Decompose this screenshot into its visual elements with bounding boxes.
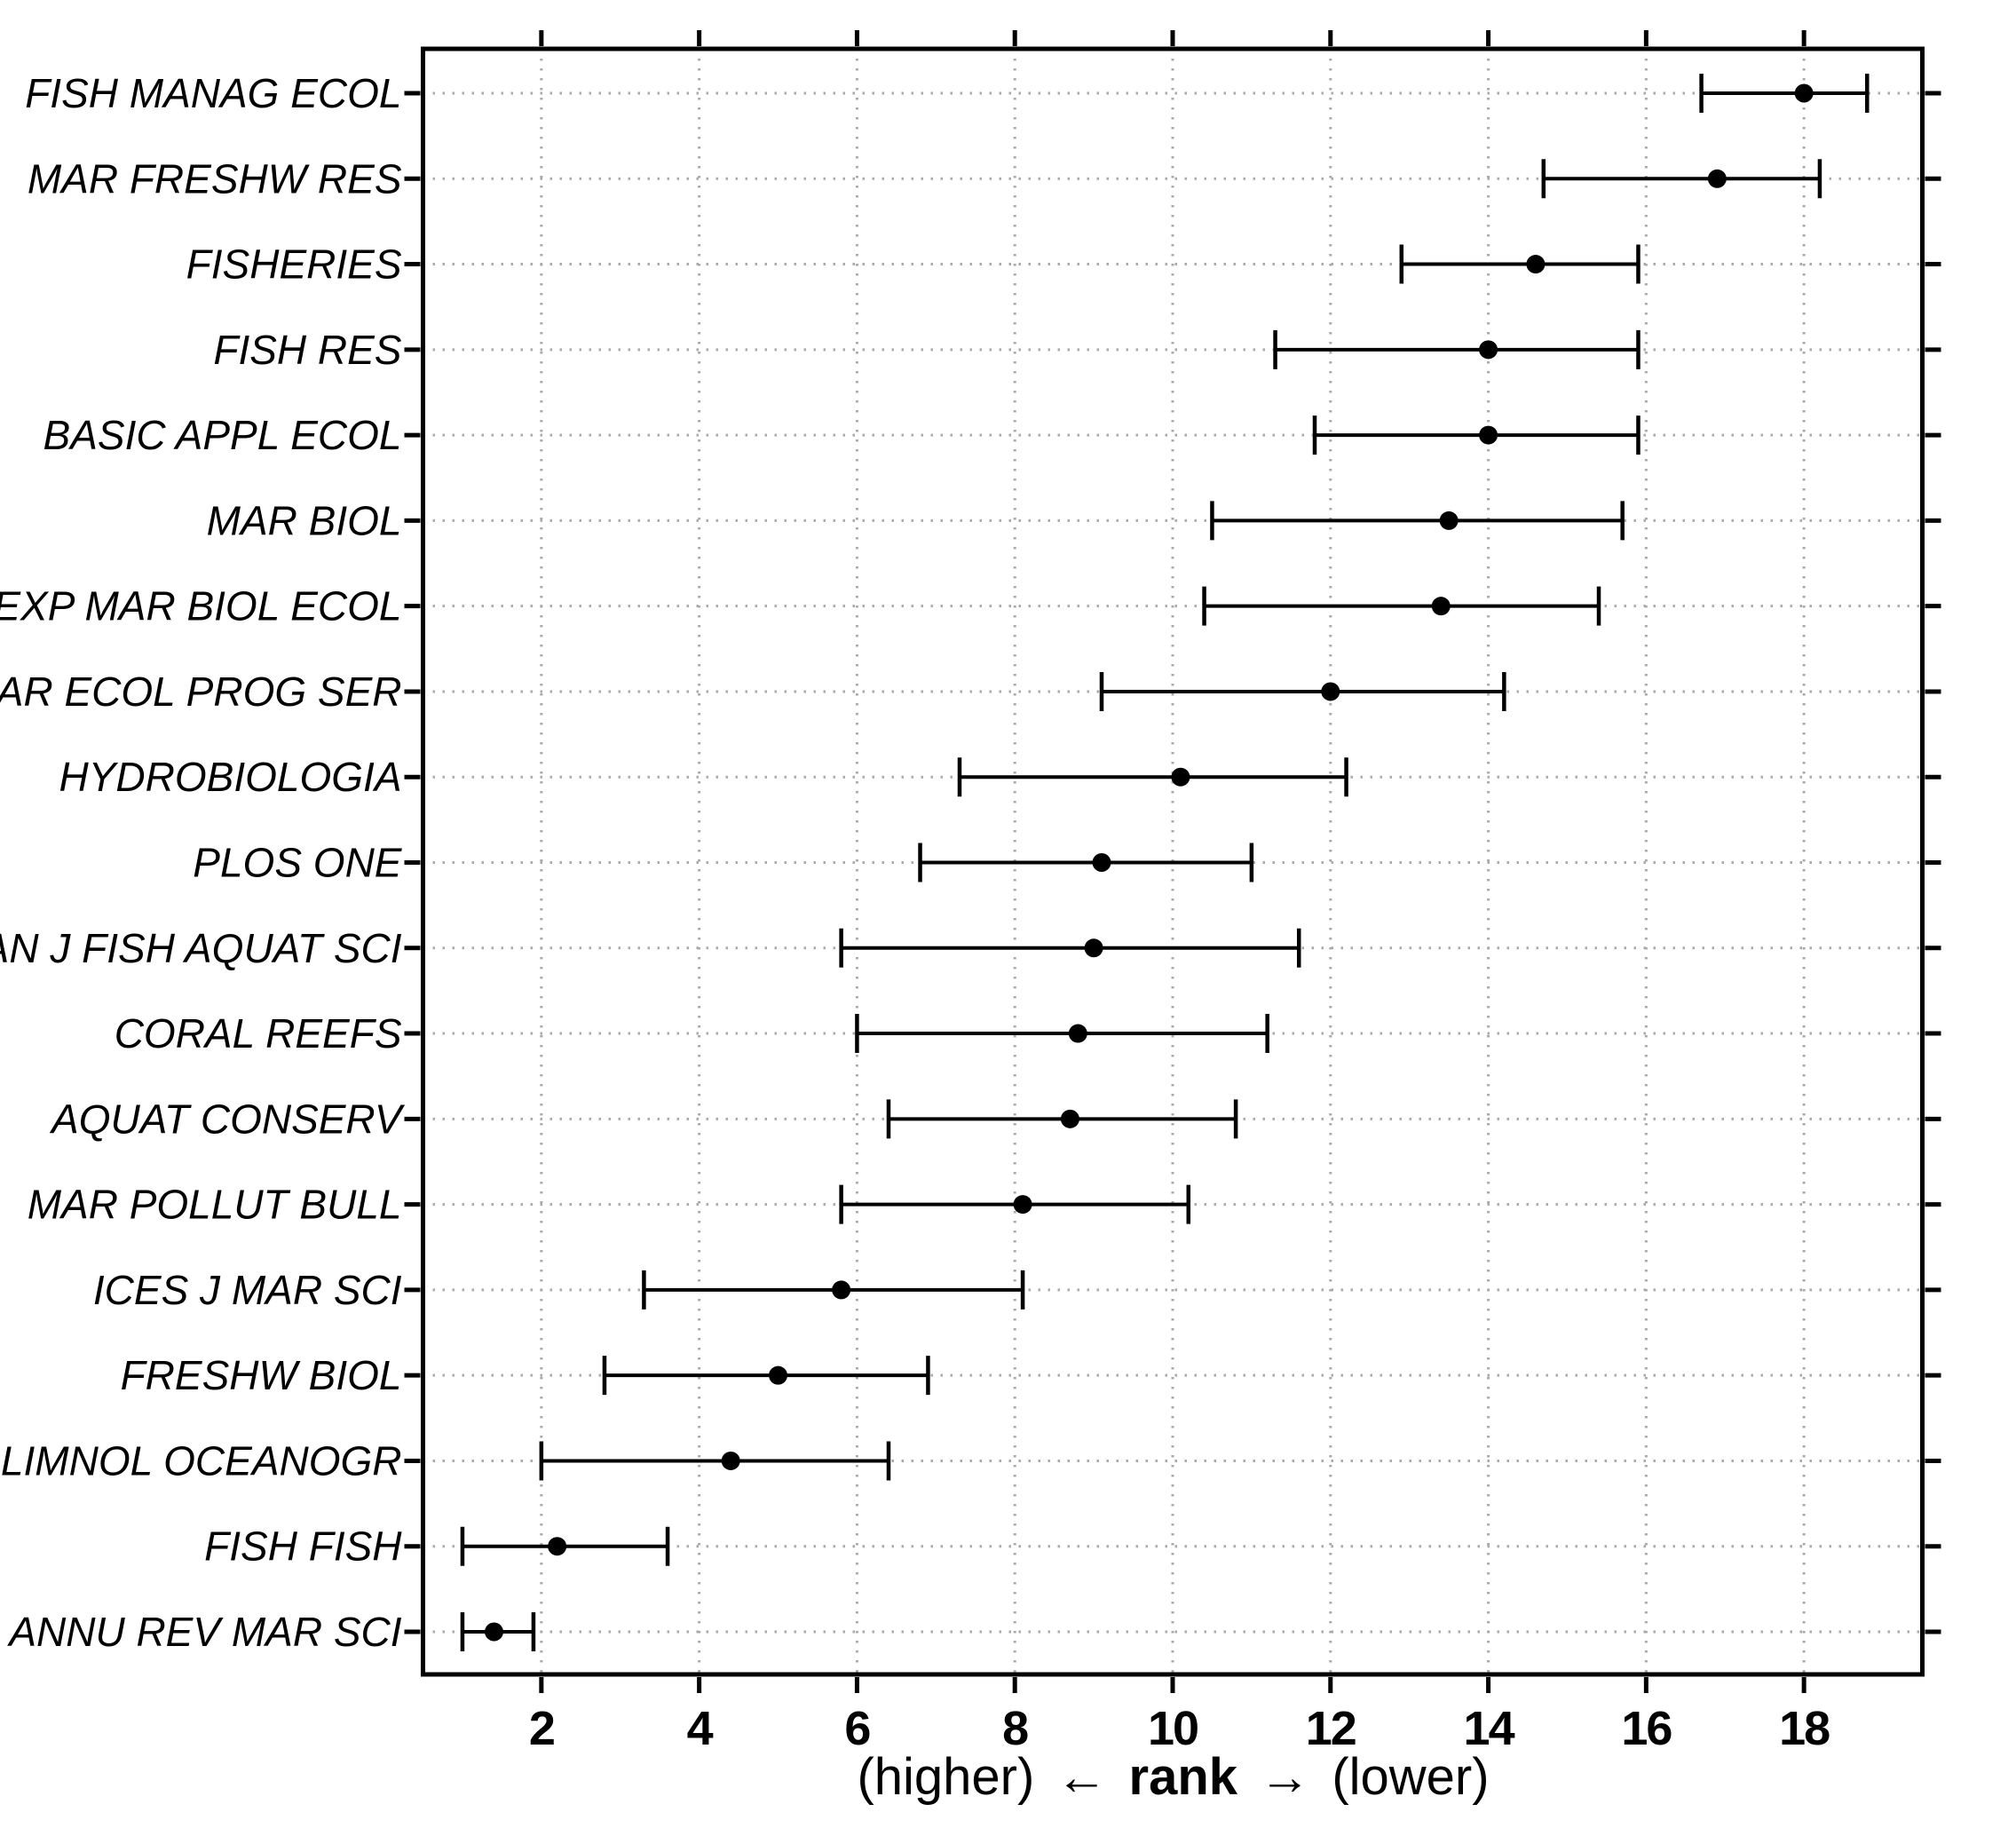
data-point [1439,510,1459,530]
journal-label: BASIC APPL ECOL [43,412,402,458]
x-tick-label: 8 [1002,1702,1028,1755]
right-arrow-icon: → [1259,1748,1311,1806]
journal-label: ANNU REV MAR SCI [6,1609,401,1655]
journal-label: PLOS ONE [193,840,403,886]
journal-label: FISHERIES [186,241,402,288]
journal-label: HYDROBIOLOGIA [59,754,402,800]
x-tick-label: 18 [1779,1702,1830,1755]
journal-label: FRESHW BIOL [121,1352,402,1398]
data-point [1707,169,1727,188]
data-point [1479,425,1498,445]
data-point [548,1537,567,1556]
x-tick-label: 10 [1148,1702,1198,1755]
x-tick-label: 4 [687,1702,714,1755]
x-tick-label: 2 [529,1702,554,1755]
journal-label: AQUAT CONSERV [49,1096,406,1142]
journal-label: LIMNOL OCEANOGR [1,1437,402,1484]
x-axis-title-rank: rank [1128,1748,1238,1806]
plot-border [421,46,1925,1677]
data-point [1479,340,1498,360]
journal-label: MAR POLLUT BULL [28,1182,402,1228]
data-point [832,1280,851,1300]
journal-label: CORAL REEFS [115,1010,402,1056]
journal-label: MAR BIOL [207,497,402,543]
x-tick-label: 16 [1621,1702,1672,1755]
journal-label: J EXP MAR BIOL ECOL [0,583,402,629]
data-point [1060,1109,1079,1128]
journal-label: MAR ECOL PROG SER [0,669,402,715]
x-axis-title-lower: (lower) [1332,1748,1490,1806]
data-point [1092,853,1111,872]
x-tick-label: 12 [1306,1702,1356,1755]
journal-label: FISH RES [213,327,401,373]
data-point [1068,1024,1087,1043]
data-point [1526,255,1546,274]
x-axis-title-higher: (higher) [857,1748,1035,1806]
x-tick-label: 14 [1464,1702,1515,1755]
journal-label: MAR FRESHW RES [28,155,402,202]
data-point [1794,83,1814,103]
data-point [1321,682,1340,701]
data-point [769,1365,788,1385]
left-arrow-icon: ← [1055,1748,1108,1806]
data-point [1171,767,1190,787]
data-point [1084,938,1103,958]
data-point [721,1451,740,1470]
journal-label: FISH FISH [204,1523,402,1570]
data-point [1013,1195,1032,1215]
data-point [1431,597,1451,616]
x-axis-title: (higher) ← rank → (lower) [423,1747,1923,1807]
data-point [485,1622,504,1642]
journal-label: ICES J MAR SCI [93,1267,402,1313]
journal-label: FISH MANAG ECOL [25,70,401,116]
x-tick-label: 6 [844,1702,870,1755]
journal-label: CAN J FISH AQUAT SCI [0,925,402,971]
